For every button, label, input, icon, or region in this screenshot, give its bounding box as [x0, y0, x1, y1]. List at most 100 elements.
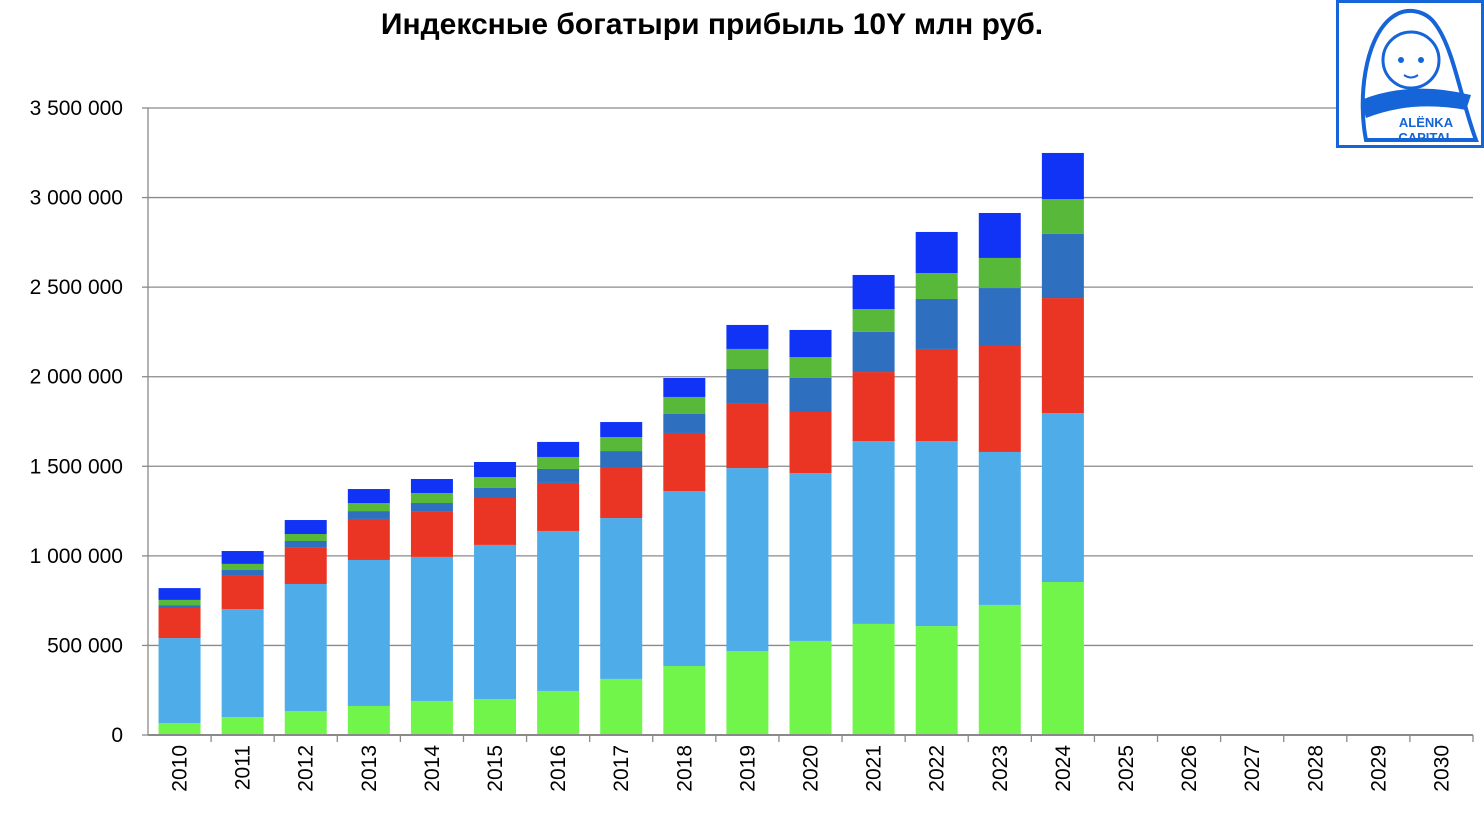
bar-segment-2019-s3: [726, 403, 769, 469]
bar-segment-2024-s2: [1041, 413, 1084, 583]
bar-segment-2020-s3: [789, 412, 832, 474]
bar-segment-2010-s3: [158, 607, 201, 639]
x-tick-label: 2022: [926, 745, 949, 792]
x-tick-label: 2023: [989, 745, 1012, 792]
chart-title: Индексные богатыри прибыль 10Y млн руб.: [380, 8, 1044, 41]
x-tick-label: 2011: [232, 745, 255, 790]
bar-segment-2024-s4: [1041, 233, 1084, 299]
x-tick-label: 2021: [863, 745, 886, 792]
y-tick-label: 1 500 000: [30, 455, 123, 478]
bar-segment-2011-s3: [221, 575, 264, 610]
bar-segment-2022-s6: [915, 231, 958, 273]
bar-segment-2015-s2: [474, 544, 517, 699]
y-tick-label: 1 000 000: [30, 545, 123, 568]
bar-segment-2015-s1: [474, 698, 517, 735]
x-tick-label: 2012: [295, 745, 318, 792]
x-tick-label: 2030: [1430, 745, 1453, 792]
bar-segment-2024-s3: [1041, 298, 1084, 414]
bar-segment-2013-s6: [347, 489, 390, 504]
bar-segment-2011-s4: [221, 570, 264, 576]
bar-segment-2020-s5: [789, 357, 832, 378]
y-tick-label: 3 500 000: [30, 97, 123, 120]
bar-segment-2017-s6: [600, 422, 643, 438]
bar-segment-2019-s5: [726, 348, 769, 370]
bar-segment-2011-s5: [221, 563, 264, 571]
x-tick-label: 2015: [484, 745, 507, 792]
bar-segment-2021-s2: [852, 441, 895, 624]
bar-segment-2015-s6: [474, 461, 517, 478]
bar-segment-2014-s5: [410, 492, 453, 504]
bar-segment-2023-s2: [978, 451, 1021, 605]
bar-segment-2020-s1: [789, 640, 832, 735]
bar-segment-2021-s4: [852, 331, 895, 373]
bar-segment-2014-s1: [410, 700, 453, 735]
bar-segment-2010-s1: [158, 722, 201, 735]
bar-segment-2022-s3: [915, 348, 958, 442]
bar-segment-2010-s6: [158, 588, 201, 600]
bar-segment-2017-s2: [600, 518, 643, 679]
y-tick-label: 2 000 000: [30, 366, 123, 389]
bar-segment-2018-s6: [663, 377, 706, 397]
bar-segment-2018-s5: [663, 396, 706, 414]
bar-segment-2022-s5: [915, 272, 958, 299]
bar-segment-2023-s3: [978, 345, 1021, 452]
bar-segment-2021-s1: [852, 623, 895, 735]
bar-segment-2021-s3: [852, 372, 895, 442]
bar-segment-2017-s4: [600, 451, 643, 468]
bar-segment-2019-s2: [726, 468, 769, 651]
y-tick-label: 3 000 000: [30, 187, 123, 210]
bar-segment-2012-s2: [284, 583, 327, 711]
x-tick-label: 2019: [736, 745, 759, 792]
bar-segment-2016-s3: [537, 482, 580, 531]
bar-segment-2012-s4: [284, 540, 327, 548]
bar-segment-2011-s2: [221, 609, 264, 718]
bar-segment-2016-s4: [537, 468, 580, 483]
bar-segment-2020-s2: [789, 473, 832, 641]
bar-segment-2018-s2: [663, 491, 706, 667]
bar-segment-2015-s3: [474, 497, 517, 545]
bar-segment-2013-s3: [347, 518, 390, 560]
bar-segment-2023-s5: [978, 257, 1021, 289]
bar-segment-2021-s5: [852, 308, 895, 332]
bar-segment-2010-s2: [158, 638, 201, 723]
bar-segment-2011-s1: [221, 717, 264, 735]
bar-segment-2014-s3: [410, 511, 453, 557]
x-tick-label: 2013: [358, 745, 381, 792]
bar-segment-2013-s5: [347, 503, 390, 512]
bar-segment-2021-s6: [852, 274, 895, 309]
bar-segment-2023-s6: [978, 212, 1021, 258]
bar-segment-2019-s6: [726, 324, 769, 349]
x-tick-label: 2025: [1115, 745, 1138, 792]
bar-segment-2012-s3: [284, 547, 327, 584]
x-tick-label: 2017: [610, 745, 633, 792]
x-tick-label: 2020: [800, 745, 823, 792]
bar-segment-2015-s5: [474, 477, 517, 488]
bar-segment-2017-s5: [600, 437, 643, 452]
bar-segment-2022-s4: [915, 298, 958, 349]
bar-segment-2012-s5: [284, 534, 327, 541]
bar-segment-2024-s5: [1041, 199, 1084, 234]
bar-segment-2024-s1: [1041, 582, 1084, 735]
x-tick-label: 2016: [547, 745, 570, 792]
bar-segment-2017-s1: [600, 678, 643, 735]
bar-segment-2011-s6: [221, 551, 264, 564]
bar-segment-2019-s4: [726, 369, 769, 404]
x-tick-label: 2010: [169, 745, 192, 792]
bar-segment-2023-s1: [978, 604, 1021, 735]
x-tick-label: 2018: [673, 745, 696, 792]
y-tick-label: 0: [111, 724, 123, 747]
bar-segment-2020-s4: [789, 377, 832, 413]
bar-segment-2012-s6: [284, 520, 327, 535]
bar-segment-2016-s6: [537, 441, 580, 457]
bar-segment-2022-s1: [915, 626, 958, 735]
bar-segment-2019-s1: [726, 650, 769, 735]
x-tick-label: 2024: [1052, 745, 1075, 792]
bar-segment-2014-s2: [410, 556, 453, 701]
bar-segment-2014-s4: [410, 503, 453, 512]
bar-segment-2018-s3: [663, 432, 706, 492]
bar-segment-2014-s6: [410, 479, 453, 493]
x-tick-label: 2027: [1241, 745, 1264, 792]
bar-segment-2016-s5: [537, 456, 580, 469]
bar-segment-2013-s4: [347, 511, 390, 519]
